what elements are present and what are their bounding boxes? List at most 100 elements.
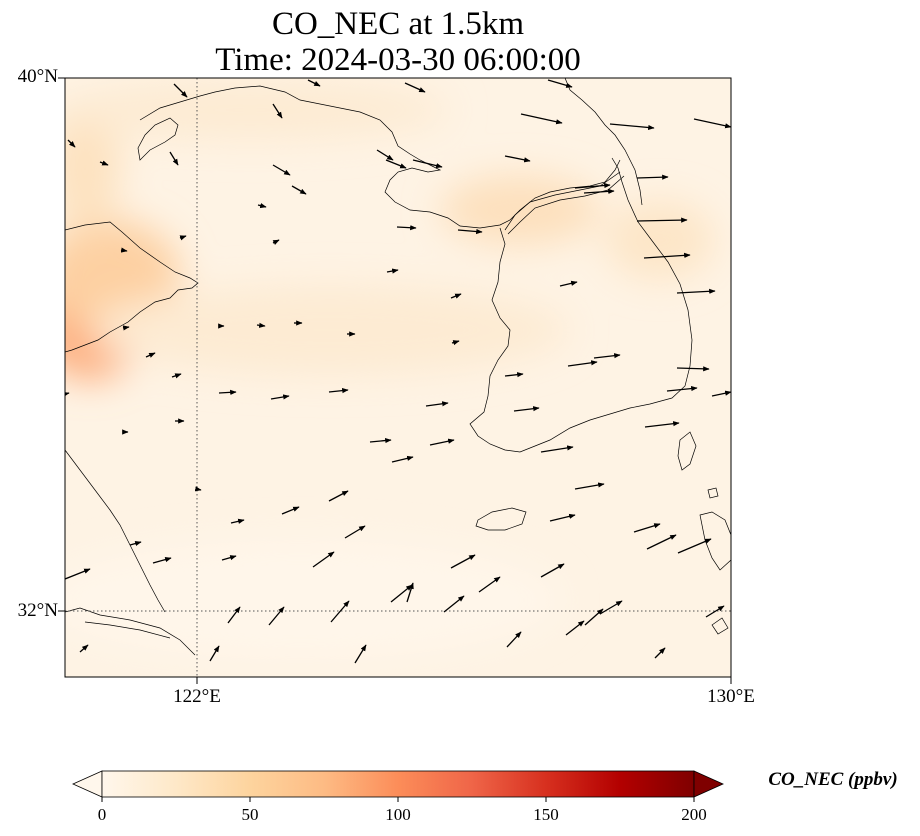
wind-vector — [636, 217, 688, 223]
wind-vector — [584, 608, 604, 626]
wind-vector — [549, 513, 576, 522]
wind-vector — [354, 644, 367, 664]
colorbar-tick-150: 150 — [533, 805, 559, 824]
colorbar-gradient — [101, 770, 695, 798]
coast-jiangsu — [65, 449, 166, 613]
wind-vector — [636, 174, 669, 180]
wind-vector — [120, 247, 128, 253]
wind-vector — [574, 182, 611, 189]
wind-vector — [646, 534, 677, 550]
wind-vector — [145, 352, 156, 358]
wind-vector — [633, 523, 661, 533]
wind-vector — [599, 600, 623, 615]
wind-vector — [676, 366, 710, 372]
wind-vector — [385, 159, 407, 169]
wind-vector — [257, 203, 267, 209]
wind-vector — [559, 280, 578, 287]
wind-vector — [705, 605, 725, 618]
coast-north-korea-east — [564, 78, 643, 206]
wind-vector — [194, 486, 202, 492]
coast-yangtze — [65, 607, 196, 656]
wind-vector — [79, 644, 89, 653]
map-title-line2: Time: 2024-03-30 06:00:00 — [215, 42, 581, 78]
coast-liaodong-tip — [137, 117, 179, 161]
wind-vector — [583, 188, 615, 194]
map-frame — [64, 77, 732, 678]
wind-vector — [390, 584, 413, 603]
wind-vector — [328, 388, 349, 394]
wind-vector — [457, 228, 483, 235]
colorbar — [72, 770, 724, 802]
map-title-line1: CO_NEC at 1.5km — [271, 6, 525, 42]
wind-vector — [609, 123, 655, 131]
field-north-band — [65, 80, 450, 140]
wind-vector — [478, 576, 501, 593]
wind-vector — [520, 113, 563, 125]
lat-label-40n: 40°N — [17, 66, 58, 87]
wind-vector — [513, 406, 540, 412]
wind-vector — [169, 151, 179, 166]
wind-vector — [291, 185, 307, 195]
wind-vector — [67, 139, 76, 148]
wind-vector — [227, 606, 241, 624]
wind-vector — [666, 385, 698, 392]
coast-shandong — [65, 221, 199, 353]
wind-vector — [711, 390, 731, 397]
wind-vector — [256, 322, 266, 328]
concentration-field — [65, 78, 731, 677]
wind-vector — [376, 149, 394, 161]
wind-vector — [307, 79, 321, 87]
wind-vector — [281, 506, 300, 515]
wind-vector — [221, 555, 237, 561]
lon-label-130e: 130°E — [707, 686, 755, 707]
island-iki — [707, 487, 719, 499]
wind-vector — [450, 554, 476, 569]
wind-vector — [328, 490, 349, 502]
wind-vector — [369, 437, 392, 444]
wind-vector — [270, 394, 290, 400]
colorbar-tick-100: 100 — [385, 805, 411, 824]
wind-vector — [547, 79, 573, 88]
wind-vector — [654, 647, 666, 659]
wind-vector — [443, 595, 465, 613]
wind-vector — [540, 563, 565, 578]
wind-vector — [593, 353, 621, 359]
wind-vector — [344, 525, 366, 539]
wind-vector — [677, 538, 712, 554]
wind-vector — [451, 340, 460, 346]
wind-vector — [425, 401, 449, 407]
wind-vector — [540, 445, 574, 453]
island-tsushima — [677, 431, 697, 471]
wind-vector — [272, 239, 280, 245]
colorbar-tick-200: 200 — [681, 805, 707, 824]
wind-vector — [65, 568, 91, 580]
field-central-band — [90, 285, 570, 375]
wind-vector — [272, 103, 283, 119]
island-koshiki — [711, 617, 729, 635]
axis-ticks — [58, 77, 732, 684]
wind-vector — [504, 155, 531, 163]
wind-vector — [179, 235, 187, 241]
colorbar-extend-high — [693, 770, 724, 798]
coast-kyushu — [699, 511, 731, 571]
wind-vector — [152, 557, 172, 564]
wind-vector — [506, 631, 522, 648]
coast-yangtze-inner — [84, 621, 171, 639]
wind-vector — [567, 360, 598, 367]
wind-vector — [574, 482, 605, 490]
wind-vector — [173, 83, 188, 98]
wind-vector — [429, 438, 455, 446]
wind-vector — [396, 225, 417, 231]
wind-vector — [565, 620, 585, 636]
colorbar-extend-low — [72, 770, 103, 798]
field-south-light — [65, 540, 560, 660]
wind-vector — [391, 455, 414, 463]
wind-vectors — [65, 79, 731, 664]
wind-vector — [99, 160, 109, 166]
wind-vector — [643, 252, 691, 259]
lon-label-122e: 122°E — [173, 686, 221, 707]
colorbar-label: CO_NEC (ppbv) — [768, 769, 898, 790]
wind-vector — [312, 551, 335, 568]
wind-vector — [450, 293, 462, 299]
